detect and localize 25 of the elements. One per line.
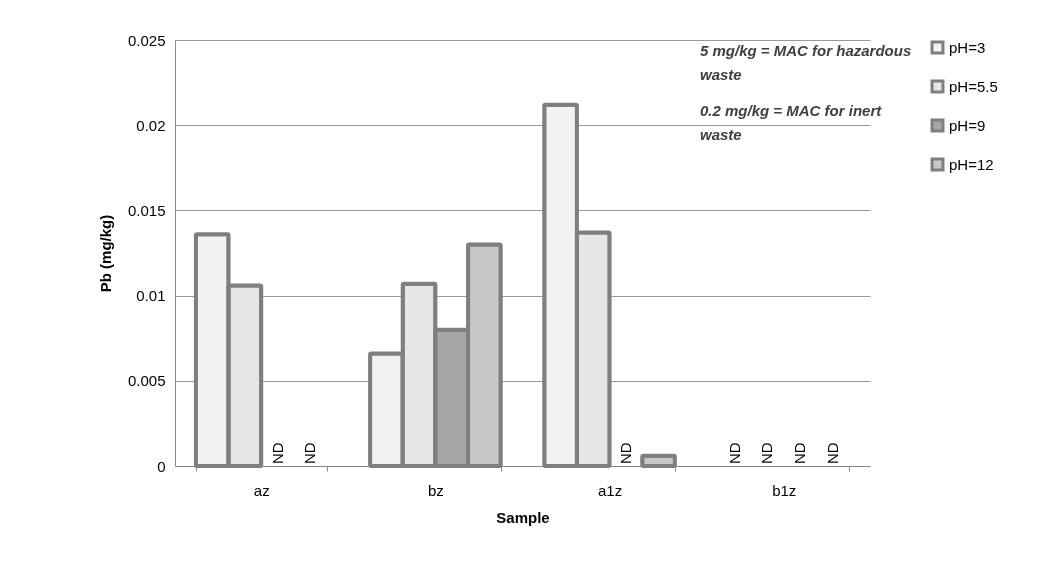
legend-label: pH=9 — [949, 116, 986, 134]
y-tick-label: 0 — [157, 457, 166, 475]
legend-label: pH=5.5 — [949, 77, 998, 95]
legend-label: pH=3 — [949, 38, 986, 56]
x-tick-label: bz — [427, 481, 444, 499]
y-axis-title: Pb (mg/kg) — [96, 214, 114, 293]
text: ND — [823, 442, 841, 464]
annotation: 0.2 mg/kg = MAC for inert waste — [700, 102, 883, 143]
text: ND — [616, 442, 634, 464]
y-tick-label: 0.015 — [127, 201, 166, 219]
text: ND — [268, 442, 286, 464]
x-tick-label: a1z — [598, 481, 623, 499]
y-tick-label: 0.025 — [127, 31, 166, 49]
y-tick-label: 0.01 — [136, 287, 166, 305]
legend-label: pH=12 — [949, 155, 994, 173]
text: ND — [725, 442, 743, 464]
annotation: 5 mg/kg = MAC for hazardous waste — [700, 42, 912, 83]
x-axis-title: Sample — [496, 508, 550, 526]
x-tick-label: b1z — [772, 481, 797, 499]
text: ND — [758, 442, 776, 464]
x-tick-label: az — [253, 481, 270, 499]
text: ND — [301, 442, 319, 464]
text: ND — [791, 442, 809, 464]
y-tick-label: 0.005 — [127, 372, 166, 390]
y-tick-label: 0.02 — [136, 116, 166, 134]
